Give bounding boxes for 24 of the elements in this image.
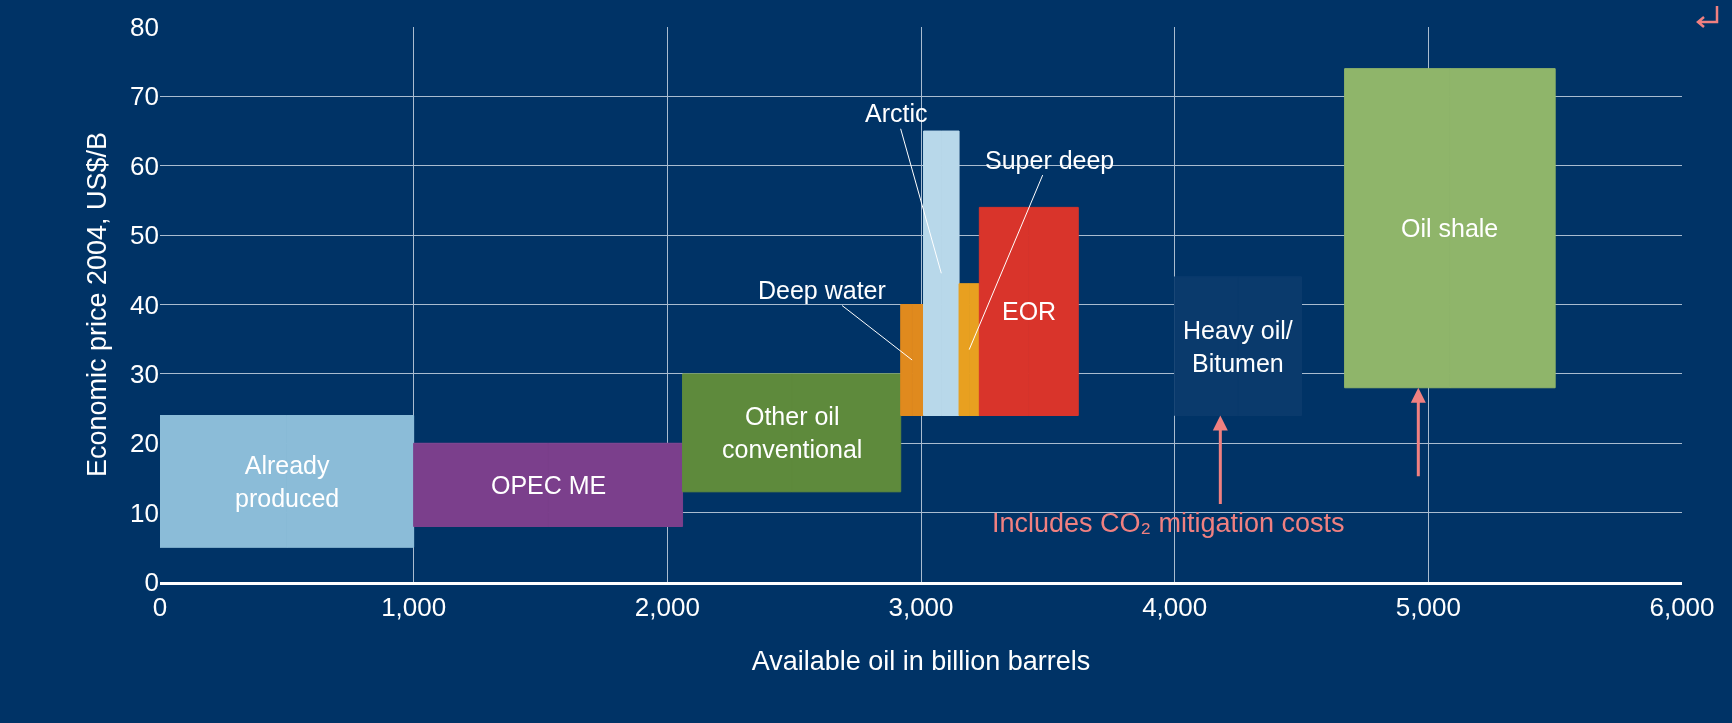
y-tick-label: 20 xyxy=(130,428,159,459)
y-tick-label: 80 xyxy=(130,12,159,43)
y-tick-label: 50 xyxy=(130,220,159,251)
series-label: Already produced xyxy=(235,451,340,512)
series-label: Other oil conventional xyxy=(722,402,863,463)
x-tick-label: 2,000 xyxy=(634,592,700,623)
x-tick-label: 1,000 xyxy=(381,592,447,623)
series-label: Oil shale xyxy=(1401,214,1499,242)
y-axis-title: Economic price 2004, US$/B xyxy=(82,131,113,478)
series-label: OPEC ME xyxy=(491,471,607,499)
y-tick-label: 10 xyxy=(130,497,159,528)
y-tick-label: 40 xyxy=(130,289,159,320)
y-tick-label: 60 xyxy=(130,150,159,181)
x-tick-label: 3,000 xyxy=(888,592,954,623)
x-tick-label: 5,000 xyxy=(1395,592,1461,623)
y-tick-label: 30 xyxy=(130,358,159,389)
x-tick-label: 6,000 xyxy=(1649,592,1715,623)
series-label: Heavy oil/ Bitumen xyxy=(1183,316,1293,377)
series-label: Deep water xyxy=(758,276,886,304)
x-tick-label: 4,000 xyxy=(1142,592,1208,623)
series-label: EOR xyxy=(1002,297,1057,325)
y-tick-label: 70 xyxy=(130,81,159,112)
x-axis-title: Available oil in billion barrels xyxy=(751,645,1091,676)
y-tick-label: 0 xyxy=(144,567,159,598)
